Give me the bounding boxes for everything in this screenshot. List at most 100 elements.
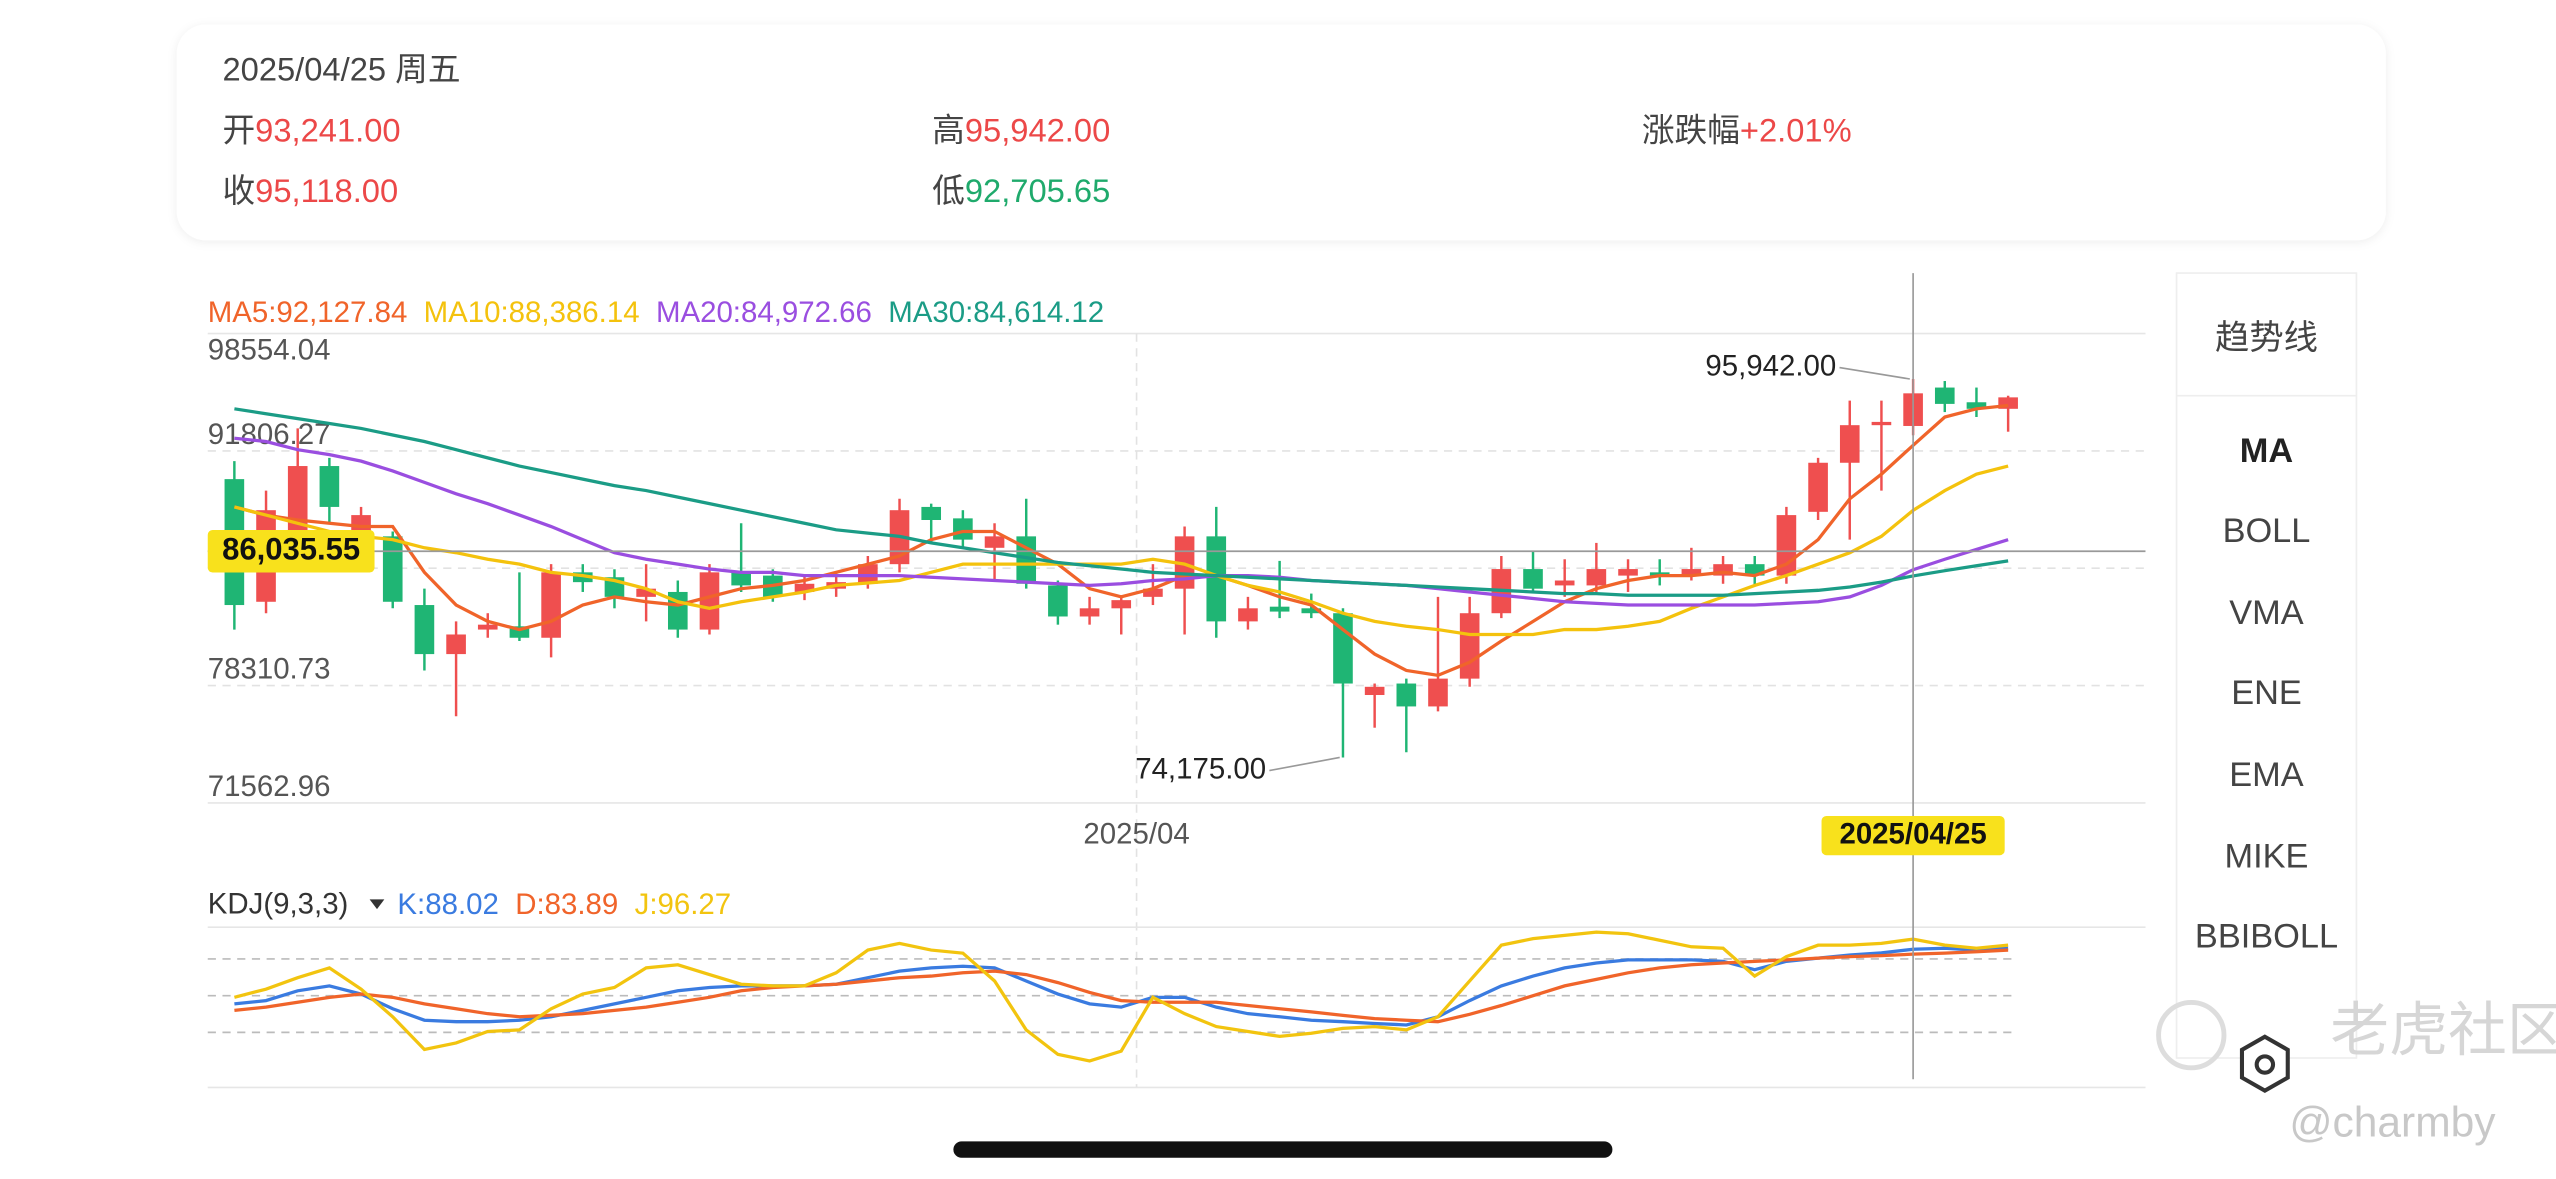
candle-body — [509, 626, 530, 638]
candle-body — [1839, 425, 1860, 463]
low-field: 低92,705.65 — [932, 172, 1110, 209]
annotation-leader — [1269, 756, 1340, 772]
label: 涨跌幅 — [1642, 111, 1740, 148]
ma-line — [234, 407, 2009, 597]
candle-body — [1333, 613, 1353, 684]
crosshair-price: 86,035.55 — [222, 531, 360, 566]
kdj-line — [234, 946, 2009, 1027]
candle-body — [1016, 536, 1037, 584]
candle-body — [953, 518, 973, 540]
candle-body — [1111, 600, 1132, 609]
candle-body — [414, 605, 435, 655]
candle-body — [794, 583, 815, 592]
menu-title[interactable]: 趋势线 — [2215, 319, 2318, 357]
candle-body — [382, 536, 403, 602]
candle-body — [1808, 462, 1828, 512]
kdj-line — [233, 930, 2009, 1063]
legend-entry: MA5:92,127.84 — [208, 296, 408, 329]
candle-body — [1269, 606, 1290, 612]
label: 收 — [222, 172, 255, 209]
legend-entry: K:88.02 — [397, 888, 498, 921]
candle-body — [1206, 536, 1227, 622]
annotation-label: 95,942.00 — [1705, 349, 1836, 382]
value: 95,942.00 — [965, 111, 1110, 148]
candle-body — [1079, 608, 1100, 617]
annotation-leader — [1839, 366, 1910, 380]
value: 92,705.65 — [965, 172, 1110, 209]
candle-body — [319, 466, 340, 507]
candle-body — [1396, 683, 1417, 707]
kdj-legend: K:88.02 D:83.89 J:96.27 — [397, 888, 731, 921]
watermark-brand: 老虎社区 — [2330, 999, 2556, 1064]
change-field: 涨跌幅+2.01% — [1642, 111, 1852, 148]
menu-item[interactable]: BBIBOLL — [2195, 918, 2338, 956]
legend-entry: MA20:84,972.66 — [656, 296, 872, 329]
menu-item[interactable]: EMA — [2229, 756, 2303, 794]
label: 高 — [932, 111, 965, 148]
candle-body — [477, 624, 498, 630]
legend-entry: MA10:88,386.14 — [424, 296, 640, 329]
info-card — [176, 24, 2386, 241]
menu-item[interactable]: MIKE — [2225, 838, 2309, 876]
candle-body — [1143, 588, 1163, 597]
candle-body — [446, 634, 466, 655]
candle-body — [1998, 397, 2018, 409]
candle-body — [1713, 564, 1733, 576]
x-tick-label: 2025/04 — [1083, 817, 1189, 850]
candle-body — [1934, 387, 1955, 404]
legend-entry: D:83.89 — [515, 888, 618, 921]
menu-item[interactable]: BOLL — [2223, 512, 2311, 550]
candle-body — [1618, 569, 1638, 576]
candle-body — [1048, 585, 1068, 617]
home-indicator — [953, 1141, 1613, 1158]
candle-body — [1301, 608, 1322, 614]
chart: 98554.0491806.2785058.5078310.7371562.96… — [207, 273, 2146, 1089]
label: 开 — [222, 111, 255, 148]
candle-body — [984, 536, 1005, 548]
candle-body — [1364, 686, 1385, 696]
candle-body — [1428, 678, 1448, 707]
settings-icon[interactable] — [2239, 1034, 2290, 1094]
candle-body — [1459, 613, 1480, 679]
candle-body — [699, 572, 720, 630]
settings-icon-center — [2254, 1054, 2276, 1075]
y-tick-label: 78310.73 — [208, 653, 331, 686]
ma-line — [234, 436, 2009, 607]
ma-line — [233, 464, 2009, 637]
candle-body — [1966, 402, 1987, 409]
kdj-line — [234, 948, 2009, 1024]
menu-item[interactable]: VMA — [2229, 594, 2303, 632]
value: +2.01% — [1740, 111, 1852, 148]
candle-body — [636, 588, 656, 597]
candle-body — [1586, 569, 1607, 586]
value: 93,241.00 — [255, 111, 400, 148]
kdj-title: KDJ(9,3,3) — [208, 888, 349, 921]
close-field: 收95,118.00 — [222, 172, 398, 209]
candle-body — [921, 506, 942, 521]
watermark-logo — [2156, 999, 2227, 1071]
crosshair-date: 2025/04/25 — [1839, 817, 1986, 850]
annotation-label: 74,175.00 — [1135, 752, 1266, 785]
ma-line — [233, 403, 2009, 678]
legend-entry: J:96.27 — [635, 888, 732, 921]
candle-body — [1681, 569, 1702, 576]
y-tick-label: 98554.04 — [208, 333, 331, 366]
value: 95,118.00 — [255, 172, 398, 209]
ma-legend: MA5:92,127.84 MA10:88,386.14 MA20:84,972.6… — [208, 296, 1104, 329]
menu-item[interactable]: MA — [2240, 432, 2293, 470]
menu-item[interactable]: ENE — [2231, 674, 2302, 712]
candle-body — [541, 572, 561, 638]
candle-body — [1871, 421, 1892, 426]
crosshair-date-bg — [1821, 815, 2005, 856]
label: 低 — [932, 172, 965, 209]
candle-body — [1744, 564, 1765, 576]
open-field: 开93,241.00 — [222, 111, 400, 148]
date: 2025/04/25 周五 — [222, 51, 460, 88]
watermark-user: @charmby — [2289, 1099, 2496, 1146]
candle-body — [1554, 580, 1575, 586]
y-tick-label: 71562.96 — [208, 770, 331, 803]
candle-body — [1523, 569, 1543, 589]
y-tick-label: 91806.27 — [208, 418, 331, 451]
